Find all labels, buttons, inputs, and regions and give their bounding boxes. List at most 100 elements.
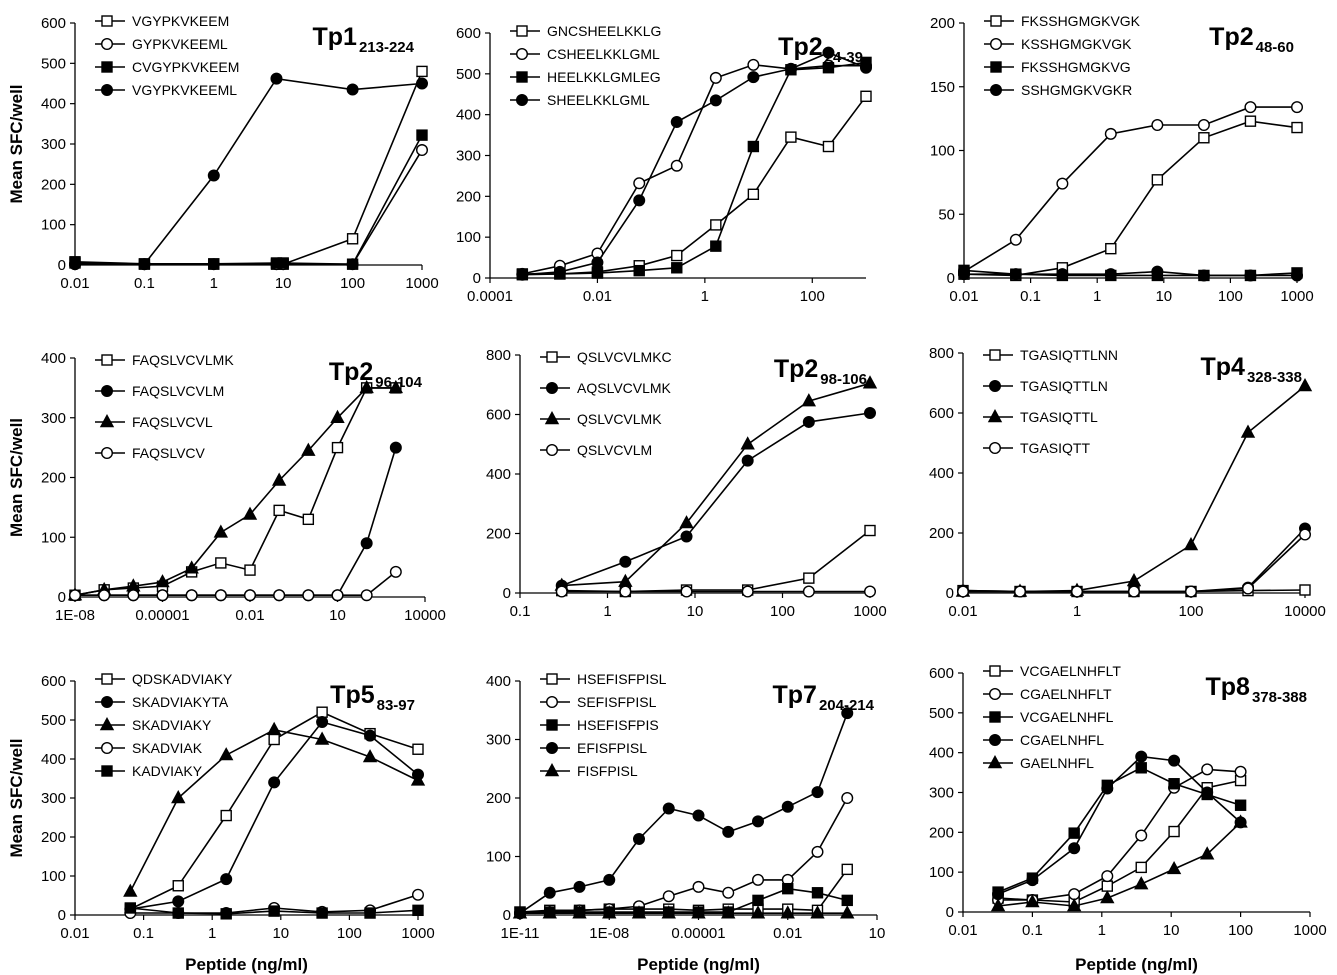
data-point [1135, 829, 1148, 842]
data-point [331, 589, 344, 602]
data-point [389, 441, 402, 454]
data-point [412, 888, 425, 901]
data-point [864, 407, 877, 420]
panel-title: Tp4 328-338 [1200, 353, 1302, 386]
data-point [1009, 268, 1022, 281]
data-point [301, 442, 316, 456]
data-point [266, 721, 282, 735]
data-point [721, 905, 736, 919]
data-point [1104, 127, 1117, 140]
data-point [747, 58, 760, 71]
data-point [302, 513, 315, 526]
data-point [1151, 118, 1164, 131]
data-point [1168, 778, 1180, 790]
data-point [1100, 890, 1115, 904]
series [958, 265, 1303, 282]
panel-title-sub: 328-338 [1247, 369, 1302, 386]
data-point [330, 409, 345, 423]
series-line [75, 571, 397, 597]
y-tick-label: 400 [929, 745, 954, 762]
chart-panel: 0 200 400 600 800 0.1 1 10 100 1000 Tp2 98-106 QSLVC… [486, 347, 887, 620]
series-line [963, 120, 1298, 277]
legend-label: CVGYPKVKEEM [132, 59, 239, 75]
legend-label: AQSLVCVLMK [577, 380, 672, 396]
x-tick-label: 0.01 [948, 603, 977, 620]
legend-marker [99, 717, 115, 731]
legend-label: CGAELNHFLT [1020, 686, 1112, 702]
x-tick-label: 10 [1163, 922, 1180, 939]
data-point [360, 537, 373, 550]
data-point [1297, 378, 1313, 392]
legend-label: FAQSLVCVL [132, 414, 213, 430]
data-point [741, 585, 754, 598]
legend-marker [546, 696, 559, 709]
panel-title: Tp2 98-106 [774, 355, 867, 388]
data-point [741, 454, 754, 467]
legend-marker [989, 688, 1002, 701]
data-point [782, 882, 794, 895]
x-tick-label: 100 [1218, 288, 1243, 305]
data-point [1056, 268, 1069, 281]
data-point [364, 907, 376, 919]
legend-marker [989, 442, 1002, 455]
panel-title-main: Tp5 [330, 681, 375, 709]
data-point [542, 905, 557, 919]
legend-label: TGASIQTTLNN [1020, 347, 1118, 363]
y-tick-label: 0 [946, 585, 954, 602]
x-tick-label: 1000 [853, 603, 886, 620]
data-point [1234, 765, 1247, 778]
data-point [1009, 233, 1022, 246]
data-point [138, 258, 151, 271]
y-tick-label: 0 [503, 907, 511, 924]
x-tick-label: 0.01 [949, 288, 978, 305]
x-tick-label: 0.00001 [135, 607, 189, 624]
data-point [1135, 750, 1148, 763]
series-line [964, 270, 1297, 277]
chart-panel: 0 100 200 300 400 500 600 0.01 0.1 1 10 100 1000 Tp1 2… [7, 13, 439, 292]
y-tick-label: 400 [41, 96, 66, 113]
data-point [172, 880, 184, 892]
data-point [572, 905, 587, 919]
data-point [1201, 786, 1214, 799]
y-tick-label: 300 [41, 410, 66, 427]
y-tick-label: 500 [41, 712, 66, 729]
data-point [98, 589, 111, 602]
data-point [722, 886, 735, 899]
data-point [710, 240, 722, 252]
series-line [522, 95, 867, 275]
y-tick-label: 100 [41, 217, 66, 234]
y-tick-label: 400 [41, 751, 66, 768]
y-tick-label: 100 [486, 849, 511, 866]
data-point [1135, 861, 1147, 874]
x-tick-label: 1 [210, 275, 218, 292]
data-point [810, 905, 825, 919]
legend-marker [987, 409, 1003, 423]
data-point [841, 792, 854, 805]
legend-label: FAQSLVCV [132, 445, 206, 461]
legend: QDSKADVIAKY SKADVIAKYTA SKADVIAKY SKADVIAK K… [95, 671, 233, 779]
data-point [679, 515, 694, 529]
x-tick-label: 0.1 [133, 925, 154, 942]
data-point [359, 379, 374, 394]
data-point [957, 585, 970, 598]
data-point [1241, 582, 1254, 595]
legend: QSLVCVLMKC AQSLVCVLMK QSLVCVLMK QSLVCVLM [540, 349, 672, 458]
data-point [840, 905, 855, 919]
series [957, 528, 1311, 598]
data-point [416, 65, 428, 78]
panel-title-sub: 83-97 [377, 697, 415, 714]
x-tick-label: 10 [869, 925, 886, 942]
data-point [1151, 174, 1164, 186]
legend-marker [101, 61, 113, 73]
x-tick-label: 100 [770, 603, 795, 620]
data-point [1068, 888, 1081, 901]
legend-label: KADVIAKY [132, 763, 203, 779]
y-tick-label: 500 [41, 55, 66, 72]
panel-title-main: Tp2 [1209, 23, 1253, 51]
data-point [220, 908, 232, 920]
data-point [1244, 101, 1257, 114]
data-point [555, 585, 568, 598]
legend-marker [100, 696, 113, 709]
data-point [1290, 101, 1303, 114]
series [514, 882, 853, 918]
